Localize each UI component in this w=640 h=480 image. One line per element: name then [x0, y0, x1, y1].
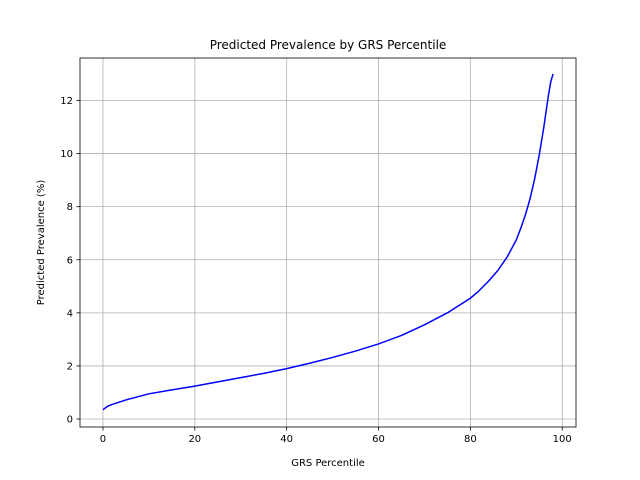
y-axis-label: Predicted Prevalence (%) — [36, 180, 47, 306]
y-tick-label: 6 — [67, 255, 73, 266]
y-tick-label: 4 — [67, 308, 73, 319]
plot-frame — [79, 57, 577, 428]
x-tick-label: 40 — [280, 434, 293, 445]
x-axis-label: GRS Percentile — [291, 458, 365, 469]
x-tick-label: 20 — [188, 434, 201, 445]
series-layer — [102, 73, 554, 411]
y-tick-label: 8 — [67, 202, 73, 213]
y-tick-label: 12 — [60, 96, 73, 107]
series-line — [102, 73, 554, 411]
x-tick-label: 0 — [100, 434, 106, 445]
x-tick-label: 100 — [553, 434, 572, 445]
grid — [80, 58, 576, 427]
y-tick-label: 2 — [67, 361, 73, 372]
chart-title: Predicted Prevalence by GRS Percentile — [210, 38, 447, 52]
y-tick-label: 0 — [67, 415, 73, 426]
y-axis-ticks: 0 2 4 6 8 10 12 — [60, 96, 80, 426]
y-tick-label: 10 — [60, 149, 73, 160]
x-axis-ticks: 0 20 40 60 80 100 — [100, 427, 572, 445]
x-tick-label: 80 — [464, 434, 477, 445]
x-tick-label: 60 — [372, 434, 385, 445]
